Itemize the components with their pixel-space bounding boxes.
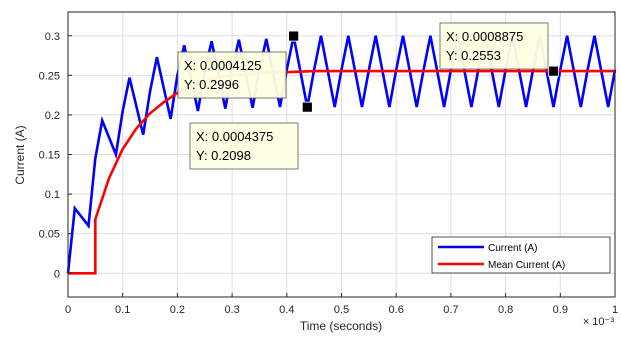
y-tick-label: 0.15 bbox=[39, 150, 60, 162]
y-axis-title: Current (A) bbox=[13, 125, 27, 184]
y-tick-label: 0.1 bbox=[45, 189, 60, 201]
x-tick-label: 1 bbox=[612, 304, 618, 316]
datatip-marker[interactable] bbox=[548, 65, 559, 77]
datatip-x-text: X: 0.0008875 bbox=[446, 29, 523, 44]
x-tick-label: 0.3 bbox=[224, 304, 239, 316]
x-tick-label: 0.8 bbox=[498, 304, 513, 316]
datatip-marker[interactable] bbox=[288, 30, 300, 42]
x-tick-label: 0.2 bbox=[170, 304, 185, 316]
x-tick-label: 0.7 bbox=[443, 304, 458, 316]
datatip-box bbox=[439, 22, 549, 70]
x-tick-label: 0.9 bbox=[553, 304, 568, 316]
datatip-box bbox=[177, 51, 287, 99]
datatip-marker[interactable] bbox=[301, 101, 313, 113]
datatip-x-text: X: 0.0004125 bbox=[184, 58, 261, 73]
legend: Current (A) Mean Current (A) bbox=[431, 236, 611, 274]
x-axis-title: Time (seconds) bbox=[300, 319, 382, 333]
datatip-y-text: Y: 0.2553 bbox=[446, 48, 501, 63]
y-tick-label: 0.25 bbox=[39, 70, 60, 82]
x-axis-ticks: 0 0.1 0.2 0.3 0.4 0.5 0.6 0.7 0.8 0.9 1 bbox=[65, 293, 618, 316]
x-tick-label: 0.4 bbox=[279, 304, 294, 316]
legend-box bbox=[431, 236, 611, 274]
x-tick-label: 0.5 bbox=[334, 304, 349, 316]
y-tick-label: 0.05 bbox=[39, 229, 60, 241]
datatip-y-text: Y: 0.2098 bbox=[196, 148, 251, 163]
datatip-layer: X: 0.0004125 Y: 0.2996 X: 0.0004375 Y: 0.20… bbox=[177, 22, 559, 170]
datatip-y-text: Y: 0.2996 bbox=[184, 77, 239, 92]
legend-label-current: Current (A) bbox=[488, 243, 537, 254]
y-tick-label: 0.2 bbox=[45, 110, 60, 122]
x-tick-label: 0.6 bbox=[389, 304, 404, 316]
y-axis-ticks: 0 0.05 0.1 0.15 0.2 0.25 0.3 bbox=[39, 31, 72, 280]
datatip-trough[interactable]: X: 0.0004375 Y: 0.2098 bbox=[189, 101, 313, 170]
datatip-x-text: X: 0.0004375 bbox=[196, 129, 273, 144]
legend-label-mean-current: Mean Current (A) bbox=[488, 260, 565, 271]
x-tick-label: 0.1 bbox=[115, 304, 130, 316]
datatip-mean[interactable]: X: 0.0008875 Y: 0.2553 bbox=[439, 22, 559, 77]
y-tick-label: 0.3 bbox=[45, 31, 60, 43]
x-axis-exponent: × 10⁻³ bbox=[583, 316, 615, 328]
datatip-box bbox=[189, 122, 299, 170]
y-tick-label: 0 bbox=[54, 268, 60, 280]
x-tick-label: 0 bbox=[65, 304, 71, 316]
datatip-peak[interactable]: X: 0.0004125 Y: 0.2996 bbox=[177, 30, 300, 99]
